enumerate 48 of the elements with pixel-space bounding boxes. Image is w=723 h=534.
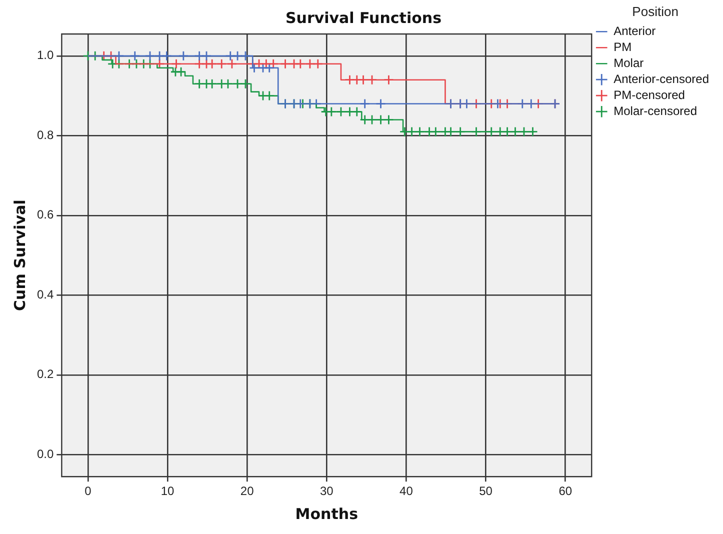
- legend-title: Position: [632, 4, 678, 20]
- x-tick-label: 40: [400, 484, 414, 498]
- point: [114, 50, 124, 62]
- y-axis-title: Cum Survival: [10, 200, 29, 311]
- point: [206, 58, 218, 70]
- legend-label: Anterior-censored: [614, 72, 710, 86]
- x-tick-label: 60: [558, 484, 572, 498]
- legend-label: Anterior: [614, 24, 656, 38]
- point: [171, 58, 182, 70]
- y-tick-label: 0.0: [36, 446, 54, 461]
- point: [114, 58, 124, 70]
- point: [295, 58, 306, 70]
- legend-label: PM-censored: [614, 88, 685, 102]
- point: [178, 50, 189, 62]
- point: [131, 58, 142, 70]
- point: [280, 58, 290, 70]
- y-tick-label: 0.2: [36, 367, 54, 382]
- y-tick-label: 0.6: [36, 208, 54, 222]
- point: [240, 50, 251, 62]
- x-tick-label: 20: [240, 484, 254, 498]
- x-tick-label: 50: [479, 484, 493, 498]
- point: [312, 58, 324, 70]
- legend-label: Molar-censored: [614, 104, 697, 118]
- point: [162, 50, 172, 62]
- x-tick-label: 0: [84, 484, 92, 498]
- point: [232, 50, 243, 62]
- legend-label: Molar: [614, 56, 644, 70]
- point: [216, 58, 227, 70]
- y-tick-label: 1.0: [36, 48, 54, 62]
- x-axis-title: Months: [295, 504, 358, 523]
- y-tick-label: 0.4: [36, 287, 54, 302]
- point: [144, 58, 156, 70]
- point: [226, 58, 238, 70]
- x-tick-label: 10: [160, 484, 175, 498]
- chart-title: Survival Functions: [285, 8, 442, 27]
- point: [130, 50, 140, 62]
- point: [304, 58, 316, 70]
- x-tick-label: 30: [320, 484, 334, 498]
- legend-label: PM: [614, 40, 632, 54]
- point: [82, 50, 94, 62]
- point: [201, 50, 212, 62]
- point: [225, 50, 236, 62]
- point: [144, 50, 156, 62]
- point: [194, 50, 205, 62]
- point: [124, 58, 135, 70]
- point: [194, 58, 205, 70]
- point: [154, 50, 165, 62]
- y-tick-label: 0.8: [36, 128, 54, 142]
